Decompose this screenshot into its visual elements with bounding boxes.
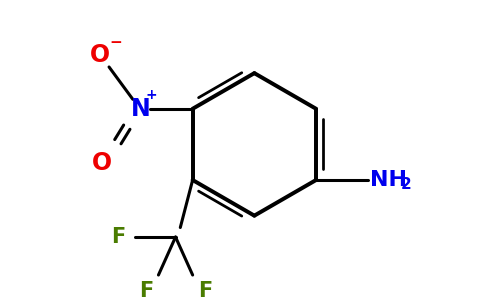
Text: F: F: [139, 281, 153, 300]
Text: +: +: [146, 88, 158, 103]
Text: −: −: [109, 35, 122, 50]
Text: N: N: [131, 97, 150, 121]
Text: O: O: [92, 151, 112, 175]
Text: 2: 2: [401, 177, 411, 192]
Text: F: F: [198, 281, 212, 300]
Text: NH: NH: [370, 170, 407, 190]
Text: O: O: [90, 43, 109, 67]
Text: F: F: [111, 227, 126, 247]
